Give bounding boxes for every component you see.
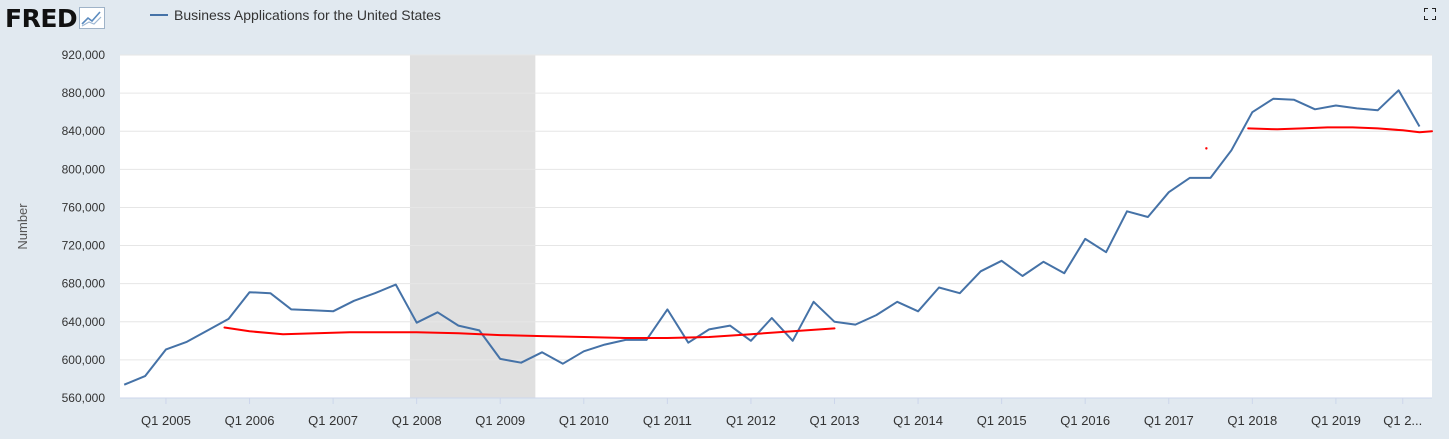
x-tick-label: Q1 2005 (141, 413, 191, 428)
legend-swatch (150, 14, 168, 16)
annotation-line (1247, 126, 1433, 134)
x-tick-label: Q1 2018 (1227, 413, 1277, 428)
series-line[interactable] (123, 89, 1421, 386)
y-tick-label: 840,000 (62, 124, 106, 138)
x-tick-label: Q1 2012 (726, 413, 776, 428)
x-tick-label: Q1 2009 (475, 413, 525, 428)
chart-header: FRED Business Applications for the Unite… (0, 0, 1449, 40)
annotation-dot (1205, 147, 1208, 150)
x-tick-label: Q1 2015 (977, 413, 1027, 428)
legend-label: Business Applications for the United Sta… (174, 7, 441, 23)
logo-text: FRED (5, 3, 78, 33)
x-tick-label: Q1 2008 (392, 413, 442, 428)
x-tick-label: Q1 2019 (1311, 413, 1361, 428)
y-tick-label: 720,000 (62, 239, 106, 253)
x-tick-label: Q1 2... (1383, 413, 1422, 428)
annotation-line (223, 326, 836, 339)
x-tick-label: Q1 2016 (1060, 413, 1110, 428)
recession-shading (409, 55, 536, 398)
y-tick-label: 760,000 (62, 200, 106, 214)
x-tick-label: Q1 2017 (1144, 413, 1194, 428)
legend-item[interactable]: Business Applications for the United Sta… (150, 7, 441, 23)
y-tick-label: 600,000 (62, 353, 106, 367)
plot-area (120, 55, 1432, 398)
x-tick-label: Q1 2014 (893, 413, 943, 428)
x-tick-label: Q1 2013 (810, 413, 860, 428)
x-tick-label: Q1 2006 (225, 413, 275, 428)
y-axis-title: Number (15, 203, 30, 250)
y-tick-label: 920,000 (62, 48, 106, 62)
x-tick-label: Q1 2010 (559, 413, 609, 428)
x-tick-label: Q1 2011 (643, 413, 692, 428)
logo-graph-icon (79, 7, 106, 29)
fred-logo[interactable]: FRED (5, 2, 106, 34)
x-tick-label: Q1 2007 (308, 413, 358, 428)
y-tick-label: 800,000 (62, 162, 106, 176)
y-tick-label: 560,000 (62, 391, 106, 405)
y-tick-label: 880,000 (62, 86, 106, 100)
y-tick-label: 640,000 (62, 315, 106, 329)
y-tick-label: 680,000 (62, 277, 106, 291)
